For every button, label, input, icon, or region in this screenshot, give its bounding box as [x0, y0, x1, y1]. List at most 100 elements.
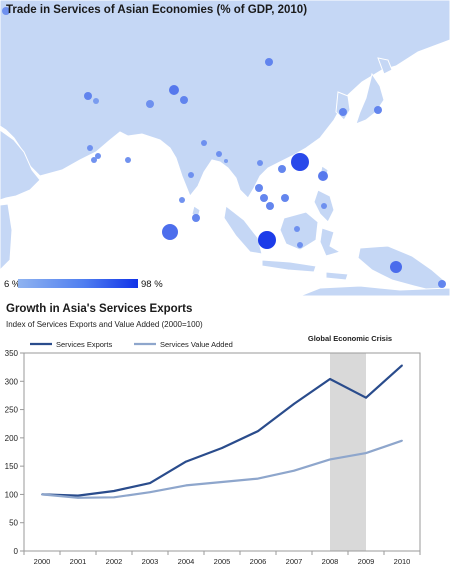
y-tick-label: 300 — [5, 377, 19, 386]
data-point — [257, 430, 259, 432]
data-point — [329, 458, 331, 461]
map-bubble-17 — [318, 171, 328, 181]
y-tick-label: 50 — [9, 519, 18, 528]
map-bubble-4 — [180, 96, 188, 104]
land-japan-north — [377, 57, 393, 75]
y-tick-label: 350 — [5, 349, 19, 358]
legend-min-label: 6 % — [4, 279, 21, 290]
map-bubble-22 — [266, 202, 274, 210]
map-bubble-14 — [265, 58, 273, 66]
legend-color-bar — [18, 279, 138, 288]
data-point — [221, 481, 223, 483]
data-point — [401, 364, 403, 367]
growth-chart: Global Economic Crisis 0 50 100 150 200 250 300… — [0, 298, 450, 575]
land-arabia — [0, 129, 41, 201]
land-timor — [325, 271, 349, 281]
land-java — [261, 259, 317, 273]
crisis-label: Global Economic Crisis — [308, 334, 392, 343]
map-bubble-18 — [291, 153, 309, 171]
land-japan — [355, 72, 385, 125]
x-tick-label: 2000 — [34, 557, 51, 566]
data-point — [77, 494, 79, 497]
map-bubble-23 — [281, 194, 289, 202]
data-point — [41, 493, 43, 496]
crisis-shading — [330, 353, 366, 551]
x-tick-label: 2001 — [70, 557, 87, 566]
y-tick-label: 200 — [5, 434, 19, 443]
data-point — [113, 490, 115, 492]
land-central-asia — [0, 0, 450, 199]
map-bubble-25 — [179, 197, 185, 203]
map-bubble-26 — [162, 224, 178, 240]
map-bubble-11 — [216, 151, 222, 157]
map-bubble-32 — [438, 280, 446, 288]
x-tick-label: 2005 — [214, 557, 231, 566]
data-point — [365, 396, 367, 399]
y-tick-label: 150 — [5, 462, 19, 471]
map-bubble-5 — [146, 100, 154, 108]
data-point — [77, 496, 79, 499]
map-bubble-27 — [258, 231, 276, 249]
x-tick-label: 2009 — [358, 557, 375, 566]
data-point — [113, 496, 115, 499]
map-bubble-13 — [257, 160, 263, 166]
land-sumatra — [223, 205, 263, 255]
map-bubble-19 — [278, 165, 286, 173]
map-bubble-0 — [2, 7, 10, 15]
asia-map — [0, 0, 450, 296]
map-bubble-31 — [390, 261, 402, 273]
line-chart: Global Economic Crisis 0 50 100 150 200 250 300… — [5, 334, 421, 566]
map-bubble-30 — [297, 242, 303, 248]
map-title: Trade in Services of Asian Economies (% … — [6, 4, 308, 16]
legend-label: Services Exports — [56, 340, 113, 349]
map-bubble-2 — [93, 98, 99, 104]
x-tick-label: 2003 — [142, 557, 159, 566]
land-sulawesi — [319, 227, 342, 257]
map-bubble-28 — [294, 226, 300, 232]
data-point — [257, 477, 259, 480]
y-tick-label: 250 — [5, 406, 19, 415]
map-bubble-29 — [321, 203, 327, 209]
map-bubble-1 — [84, 92, 92, 100]
data-point — [221, 447, 223, 449]
map-bubble-24 — [192, 214, 200, 222]
y-tick-label: 0 — [14, 547, 19, 556]
legend-max-label: 98 % — [141, 279, 163, 290]
map-bubble-21 — [260, 194, 268, 202]
map-bubble-16 — [374, 106, 382, 114]
map-bubble-20 — [255, 184, 263, 192]
data-point — [401, 439, 403, 442]
y-tick-label: 100 — [5, 490, 19, 499]
data-point — [329, 378, 331, 380]
map-bubble-10 — [201, 140, 207, 146]
map-bubble-9 — [125, 157, 131, 163]
map-bubble-6 — [87, 145, 93, 151]
x-tick-label: 2002 — [106, 557, 123, 566]
map-bubble-8 — [91, 157, 97, 163]
data-point — [149, 482, 151, 485]
trade-map: Trade in Services of Asian Economies (% … — [0, 0, 450, 296]
data-point — [185, 460, 187, 463]
data-point — [293, 403, 295, 405]
land-australia-edge — [299, 285, 450, 296]
x-tick-label: 2006 — [250, 557, 267, 566]
legend-label: Services Value Added — [160, 340, 233, 349]
map-bubble-7 — [95, 153, 101, 159]
x-tick-label: 2004 — [178, 557, 195, 566]
map-bubble-33 — [188, 172, 194, 178]
land-africa-edge — [0, 203, 13, 271]
chart-title: Growth in Asia's Services Exports — [6, 303, 193, 315]
data-point — [149, 491, 151, 494]
data-point — [365, 452, 367, 455]
map-bubble-15 — [339, 108, 347, 116]
x-tick-label: 2007 — [286, 557, 303, 566]
x-tick-label: 2010 — [394, 557, 411, 566]
x-tick-label: 2008 — [322, 557, 339, 566]
map-bubble-3 — [169, 85, 179, 95]
bubbles — [2, 7, 446, 288]
data-point — [185, 484, 187, 487]
chart-subtitle: Index of Services Exports and Value Adde… — [6, 320, 203, 329]
map-bubble-12 — [224, 159, 228, 163]
data-point — [293, 469, 295, 472]
plot-frame — [23, 352, 421, 552]
